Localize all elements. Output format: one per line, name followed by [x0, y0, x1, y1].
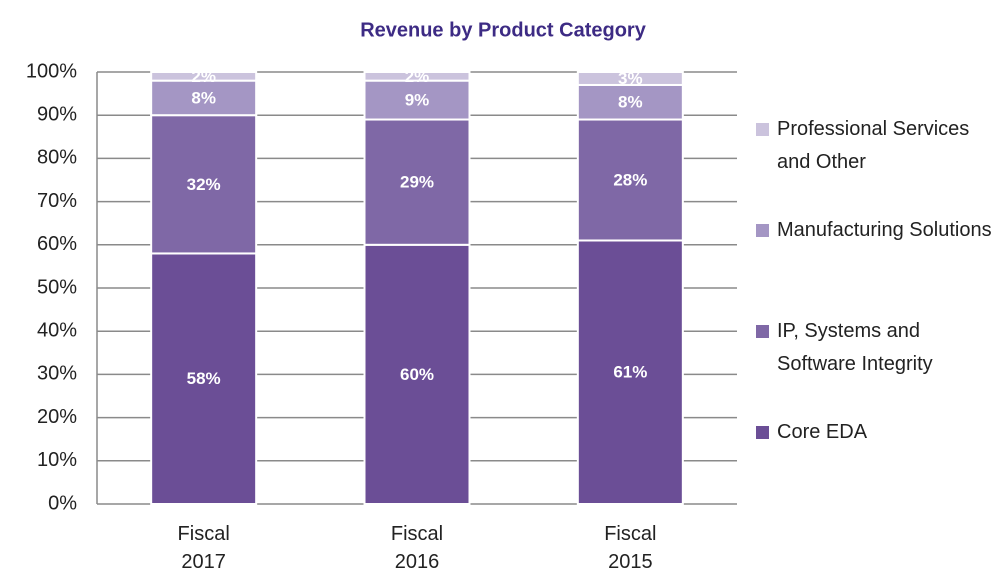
legend-swatch	[756, 325, 769, 338]
y-tick-label: 100%	[26, 60, 77, 82]
data-label: 2%	[405, 67, 430, 86]
y-tick-label: 30%	[37, 363, 77, 385]
x-tick-label: Fiscal 2017	[178, 523, 230, 573]
y-tick-label: 90%	[37, 103, 77, 125]
legend-label: Professional Services and Other	[777, 118, 970, 173]
x-tick-label: Fiscal 2015	[604, 523, 656, 573]
data-label: 28%	[613, 170, 647, 189]
data-label: 32%	[187, 175, 221, 194]
legend-item: IP, Systems and Software Integrity	[756, 315, 1004, 381]
y-tick-label: 40%	[37, 319, 77, 341]
bar-segment	[363, 118, 471, 246]
legend-label: Manufacturing Solutions	[777, 219, 992, 241]
legend-item: Manufacturing Solutions	[756, 214, 1004, 247]
data-label: 29%	[400, 173, 434, 192]
data-label: 9%	[405, 91, 430, 110]
legend-item: Core EDA	[756, 416, 1004, 449]
data-label: 2%	[191, 67, 216, 86]
legend-swatch	[756, 224, 769, 237]
y-tick-label: 0%	[48, 492, 77, 514]
bar-segment	[150, 252, 258, 505]
data-label: 60%	[400, 365, 434, 384]
legend-swatch	[756, 123, 769, 136]
data-label: 8%	[618, 93, 643, 112]
data-label: 61%	[613, 363, 647, 382]
data-label: 58%	[187, 369, 221, 388]
y-tick-label: 60%	[37, 233, 77, 255]
y-tick-label: 10%	[37, 449, 77, 471]
x-tick-label: Fiscal 2016	[391, 523, 443, 573]
legend-label: Core EDA	[777, 421, 868, 443]
y-tick-label: 20%	[37, 406, 77, 428]
bar-segment	[363, 71, 471, 82]
legend-label: IP, Systems and Software Integrity	[777, 320, 933, 375]
bar-segment	[576, 83, 684, 121]
y-tick-label: 80%	[37, 147, 77, 169]
legend-item: Professional Services and Other	[756, 113, 1004, 179]
legend-swatch	[756, 426, 769, 439]
y-tick-label: 70%	[37, 190, 77, 212]
bar-segment	[576, 239, 684, 505]
bar-segment	[576, 118, 684, 242]
chart-title: Revenue by Product Category	[360, 19, 647, 41]
bar-segment	[150, 71, 258, 82]
y-tick-label: 50%	[37, 276, 77, 298]
data-label: 3%	[618, 69, 643, 88]
data-label: 8%	[191, 88, 216, 107]
bar-segment	[576, 71, 684, 86]
bar-segment	[363, 79, 471, 121]
